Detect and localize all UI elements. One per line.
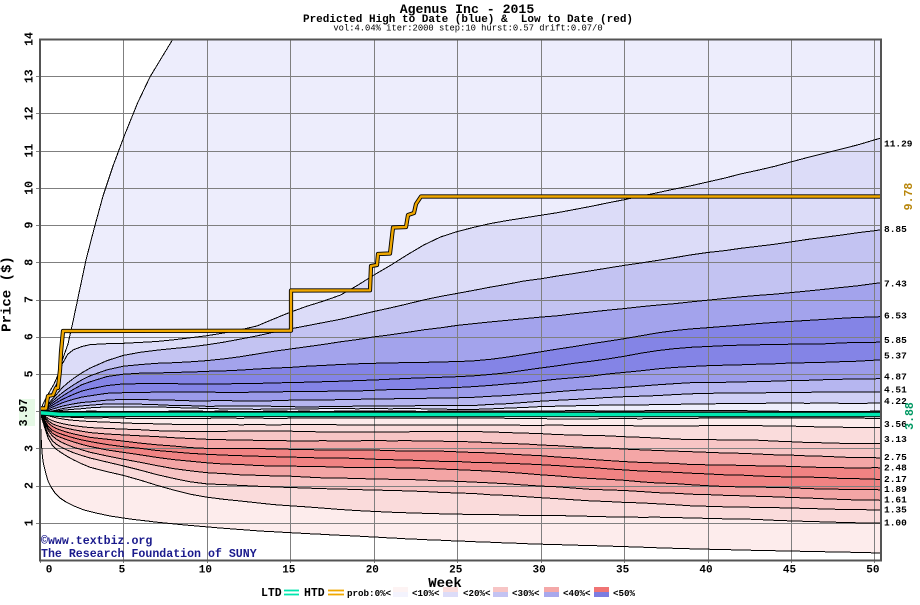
svg-text:25: 25 bbox=[449, 565, 463, 577]
svg-text:©www.textbiz.org: ©www.textbiz.org bbox=[41, 535, 152, 548]
svg-text:The Research Foundation of SUN: The Research Foundation of SUNY bbox=[41, 548, 257, 561]
svg-text:1.35: 1.35 bbox=[884, 504, 907, 515]
svg-text:7: 7 bbox=[24, 296, 37, 303]
svg-text:45: 45 bbox=[783, 565, 797, 577]
svg-text:10: 10 bbox=[24, 181, 37, 195]
svg-text:10: 10 bbox=[199, 565, 212, 577]
svg-text:15: 15 bbox=[282, 565, 296, 577]
svg-text:HTD: HTD bbox=[304, 587, 325, 600]
svg-text:Agenus Inc - 2015: Agenus Inc - 2015 bbox=[400, 2, 535, 17]
svg-text:vol:4.04% iter:2000 step:10 hu: vol:4.04% iter:2000 step:10 hurst:0.57 d… bbox=[333, 24, 602, 34]
svg-text:11.29: 11.29 bbox=[884, 139, 913, 150]
svg-text:12: 12 bbox=[24, 106, 37, 120]
svg-text:11: 11 bbox=[24, 144, 37, 158]
svg-text:7.43: 7.43 bbox=[884, 279, 907, 290]
svg-text:5.37: 5.37 bbox=[884, 351, 907, 362]
svg-text:1.89: 1.89 bbox=[884, 484, 907, 495]
svg-text:<50%: <50% bbox=[613, 588, 636, 599]
svg-text:Price ($): Price ($) bbox=[0, 256, 16, 332]
svg-text:5.85: 5.85 bbox=[884, 335, 907, 346]
svg-text:2.48: 2.48 bbox=[884, 462, 907, 473]
svg-text:1: 1 bbox=[24, 519, 37, 526]
svg-text:4.22: 4.22 bbox=[884, 396, 907, 407]
svg-text:30: 30 bbox=[532, 565, 545, 577]
svg-text:5: 5 bbox=[24, 370, 37, 377]
svg-text:1.61: 1.61 bbox=[884, 495, 907, 506]
svg-text:1.00: 1.00 bbox=[884, 517, 907, 528]
svg-text:14: 14 bbox=[24, 32, 37, 46]
svg-text:3: 3 bbox=[24, 445, 37, 452]
svg-text:8.85: 8.85 bbox=[884, 224, 907, 235]
svg-text:2.17: 2.17 bbox=[884, 474, 907, 485]
svg-text:35: 35 bbox=[616, 565, 630, 577]
svg-text:8: 8 bbox=[24, 259, 37, 266]
svg-text:<30%<: <30%< bbox=[512, 588, 540, 599]
svg-text:6.53: 6.53 bbox=[884, 311, 907, 322]
svg-text:20: 20 bbox=[366, 565, 379, 577]
svg-text:<20%<: <20%< bbox=[463, 588, 491, 599]
svg-text:5: 5 bbox=[119, 565, 126, 577]
svg-text:4.51: 4.51 bbox=[884, 385, 907, 396]
svg-text:<10%<: <10%< bbox=[412, 588, 440, 599]
svg-text:3.88: 3.88 bbox=[904, 402, 917, 430]
svg-text:2: 2 bbox=[24, 482, 37, 489]
svg-text:9: 9 bbox=[24, 222, 37, 229]
svg-text:3.13: 3.13 bbox=[884, 434, 907, 445]
svg-text:9.78: 9.78 bbox=[903, 183, 916, 211]
svg-text:prob:0%<: prob:0%< bbox=[347, 588, 392, 599]
svg-text:Predicted High to Date (blue): Predicted High to Date (blue) & Low to D… bbox=[303, 14, 633, 26]
svg-text:<40%<: <40%< bbox=[563, 588, 591, 599]
svg-text:6: 6 bbox=[24, 333, 37, 340]
svg-text:13: 13 bbox=[24, 69, 37, 83]
svg-text:LTD: LTD bbox=[261, 587, 282, 600]
svg-text:4.87: 4.87 bbox=[884, 372, 907, 383]
svg-text:40: 40 bbox=[699, 565, 712, 577]
svg-text:3.56: 3.56 bbox=[884, 419, 907, 430]
svg-text:0: 0 bbox=[46, 565, 53, 577]
svg-text:3.97: 3.97 bbox=[18, 399, 31, 427]
svg-text:2.75: 2.75 bbox=[884, 452, 907, 463]
svg-text:50: 50 bbox=[866, 565, 879, 577]
